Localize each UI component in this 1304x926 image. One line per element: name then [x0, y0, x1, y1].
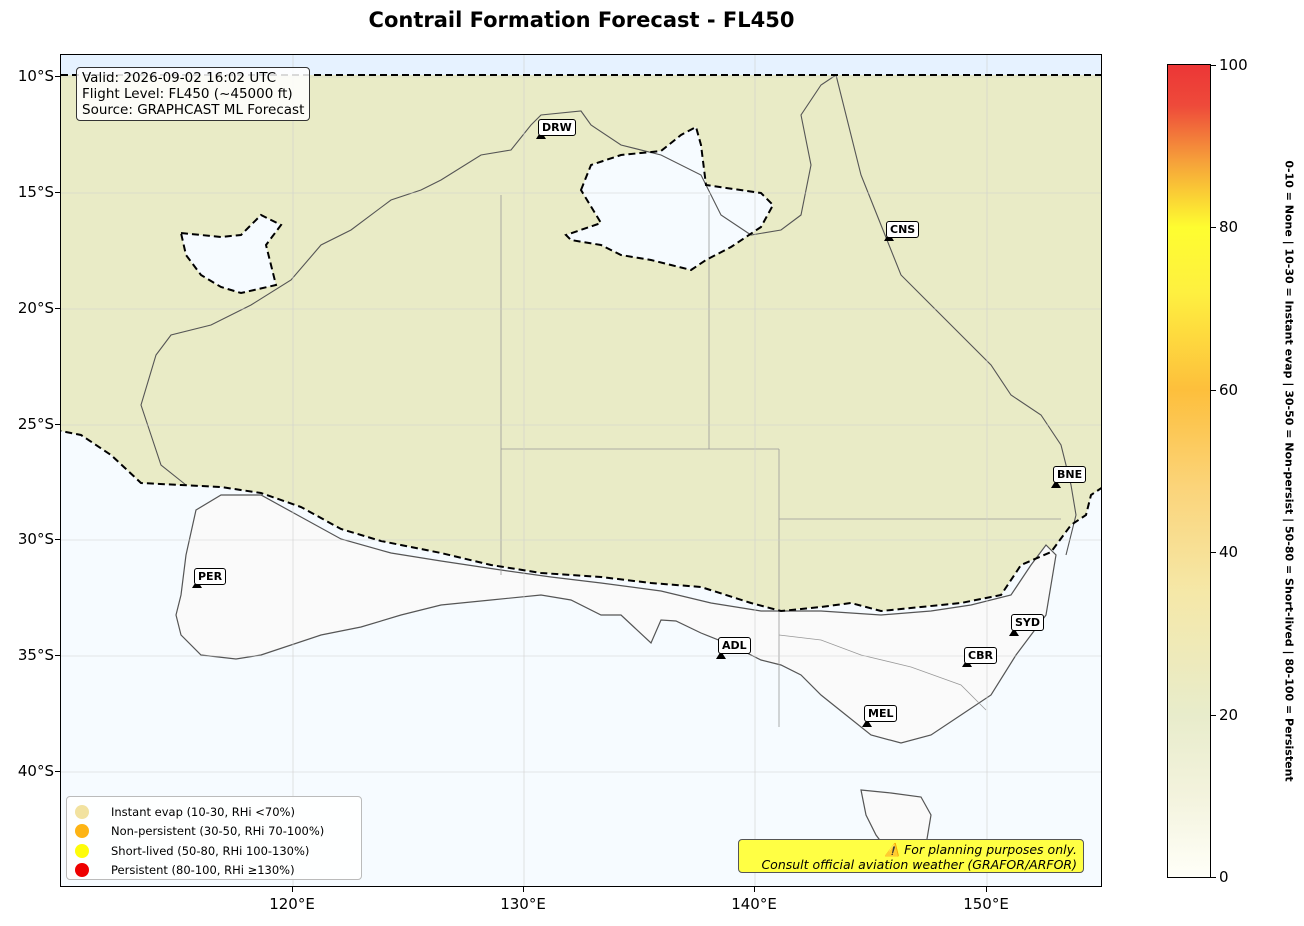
flight-level: Flight Level: FL450 (~45000 ft) [82, 86, 293, 102]
y-tick [55, 771, 60, 772]
map-legend: Instant evap (10-30, RHi <70%) Non-persi… [66, 796, 362, 880]
colorbar-tick [1211, 552, 1216, 553]
lat-label-30s: 30°S [17, 530, 54, 548]
x-tick [986, 887, 987, 892]
chart-title: Contrail Formation Forecast - FL450 [368, 8, 795, 32]
y-tick [55, 424, 60, 425]
lon-label-130e: 130°E [500, 895, 546, 913]
forecast-source: Source: GRAPHCAST ML Forecast [82, 102, 305, 118]
colorbar-description-text: 0-10 = None | 10-30 = Instant evap | 30-… [1282, 160, 1296, 782]
state-borders [500, 195, 1061, 727]
legend-label: Short-lived (50-80, RHi 100-130%) [111, 843, 310, 858]
legend-swatch [75, 863, 89, 878]
disclaimer-box: ⚠️ For planning purposes only. Consult o… [738, 839, 1084, 873]
contour-lines [61, 74, 1101, 613]
y-tick [55, 308, 60, 309]
colorbar-tick [1211, 65, 1216, 66]
colorbar-label: 60 [1219, 381, 1239, 399]
colorbar-tick [1211, 715, 1216, 716]
colorbar-description: 0-10 = None | 10-30 = Instant evap | 30-… [1282, 74, 1296, 868]
colorbar-label: 80 [1219, 218, 1239, 236]
city-label: PER [194, 568, 227, 585]
colorbar-label: 100 [1219, 56, 1248, 74]
forecast-field [61, 75, 1101, 611]
colorbar [1167, 64, 1211, 878]
north-band [61, 55, 1101, 75]
triangle-icon [1051, 480, 1061, 488]
triangle-icon [862, 719, 872, 727]
city-label: BNE [1053, 466, 1087, 483]
map-area[interactable] [60, 54, 1102, 887]
legend-label: Persistent (80-100, RHi ≥130%) [111, 863, 295, 878]
clear-patch-carpentaria [566, 127, 773, 270]
x-tick [523, 887, 524, 892]
disclaimer-line-1: ⚠️ For planning purposes only. [884, 842, 1077, 857]
city-label: CNS [886, 221, 920, 238]
triangle-icon [716, 651, 726, 659]
x-tick [754, 887, 755, 892]
legend-item: Instant evap (10-30, RHi <70%) [75, 802, 353, 822]
colorbar-tick [1211, 390, 1216, 391]
legend-swatch [75, 804, 89, 819]
legend-swatch [75, 843, 89, 858]
city-label: DRW [538, 119, 576, 136]
city-label: SYD [1011, 614, 1045, 631]
y-tick [55, 655, 60, 656]
disclaimer-line-2: Consult official aviation weather (GRAFO… [761, 857, 1077, 872]
forecast-info-box: Valid: 2026-09-02 16:02 UTC Flight Level… [76, 67, 311, 121]
lat-label-15s: 15°S [17, 183, 54, 201]
triangle-icon [1009, 628, 1019, 636]
legend-label: Instant evap (10-30, RHi <70%) [111, 804, 295, 819]
lat-label-10s: 10°S [17, 67, 54, 85]
lat-label-20s: 20°S [17, 299, 54, 317]
colorbar-label: 20 [1219, 706, 1239, 724]
colorbar-tick [1211, 877, 1216, 878]
legend-label: Non-persistent (30-50, RHi 70-100%) [111, 824, 325, 839]
legend-swatch [75, 824, 89, 839]
city-label: ADL [718, 637, 751, 654]
legend-item: Short-lived (50-80, RHi 100-130%) [75, 841, 353, 861]
city-label: MEL [864, 705, 898, 722]
legend-item: Persistent (80-100, RHi ≥130%) [75, 861, 353, 881]
lat-label-35s: 35°S [17, 646, 54, 664]
lon-label-140e: 140°E [731, 895, 777, 913]
y-tick [55, 76, 60, 77]
city-label: CBR [964, 647, 997, 664]
legend-item: Non-persistent (30-50, RHi 70-100%) [75, 822, 353, 842]
lat-label-25s: 25°S [17, 415, 54, 433]
y-tick [55, 192, 60, 193]
valid-time: Valid: 2026-09-02 16:02 UTC [82, 70, 277, 86]
colorbar-tick [1211, 227, 1216, 228]
y-tick [55, 539, 60, 540]
lat-label-40s: 40°S [17, 762, 54, 780]
clear-patch-kimberley [181, 215, 281, 293]
colorbar-label: 0 [1219, 868, 1229, 886]
map-canvas [61, 55, 1101, 886]
lon-label-120e: 120°E [269, 895, 315, 913]
x-tick [292, 887, 293, 892]
land-south [175, 494, 1057, 744]
lon-label-150e: 150°E [963, 895, 1009, 913]
colorbar-label: 40 [1219, 543, 1239, 561]
